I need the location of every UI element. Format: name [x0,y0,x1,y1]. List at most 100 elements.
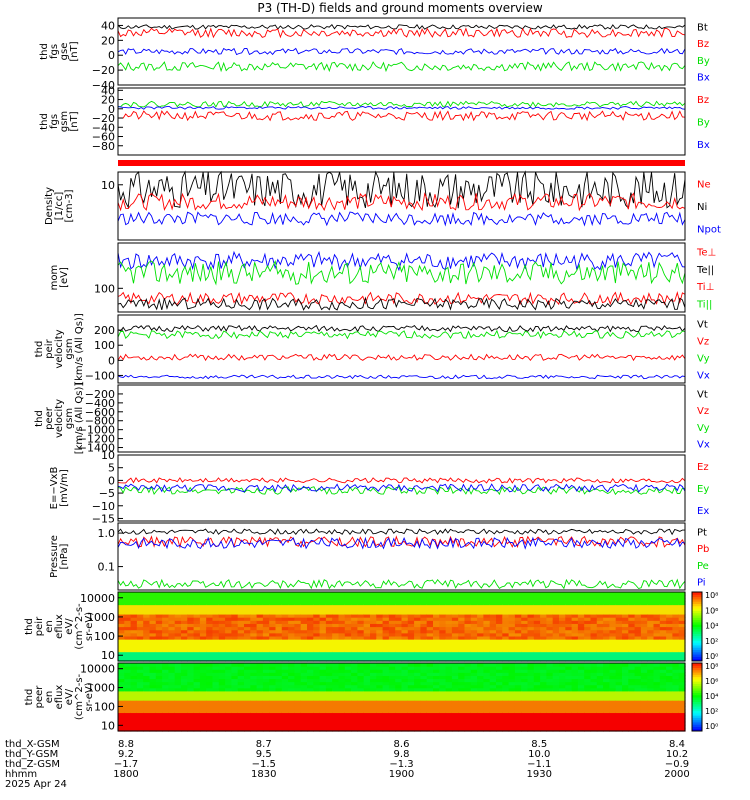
heatmap-cell [388,610,396,615]
heatmap-cell [470,626,478,631]
heatmap-cell [307,727,314,732]
heatmap-cell [458,700,466,704]
heatmap-cell [244,703,251,707]
heatmap-cell [489,598,497,603]
heatmap-cell [187,727,195,732]
heatmap-cell [199,645,207,650]
heatmap-cell [319,601,327,606]
heatmap-cell [363,681,371,686]
heatmap-cell [149,687,157,692]
heatmap-cell [388,635,396,640]
x-tick-label: 8.8 [118,739,134,750]
heatmap-cell [281,623,289,628]
heatmap-cell [250,626,258,631]
heatmap-cell [477,727,484,732]
heatmap-cell [414,598,421,603]
heatmap-cell [118,709,125,714]
heatmap-cell [395,595,403,599]
heatmap-cell [615,663,623,667]
heatmap-cell [357,666,365,670]
heatmap-cell [546,715,554,720]
heatmap-cell [659,635,667,640]
colorbar-cell [692,726,702,730]
heatmap-cell [199,675,207,680]
heatmap-cell [130,607,138,612]
heatmap-cell [313,709,321,714]
heatmap-cell [118,604,125,609]
heatmap-cell [615,675,623,680]
heatmap-cell [426,613,434,618]
heatmap-cell [250,715,258,720]
heatmap-cell [552,672,560,676]
heatmap-cell [307,601,314,606]
heatmap-cell [332,601,340,606]
heatmap-cell [559,651,566,656]
heatmap-cell [596,601,604,606]
heatmap-cell [269,617,277,621]
heatmap-cell [584,718,592,723]
heatmap-cell [540,666,547,670]
heatmap-cell [357,663,365,667]
heatmap-cell [275,715,283,720]
heatmap-cell [136,610,144,615]
heatmap-cell [344,709,352,714]
heatmap-cell [388,598,396,603]
heatmap-cell [162,604,169,609]
heatmap-cell [628,601,636,606]
heatmap-cell [237,721,245,726]
heatmap-cell [225,610,232,615]
heatmap-cell [577,709,585,714]
heatmap-cell [521,703,529,707]
heatmap-cell [218,654,226,659]
heatmap-cell [382,675,390,680]
heatmap-cell [206,601,214,606]
heatmap-cell [496,709,503,714]
y-axis-label: mom [49,265,60,291]
heatmap-cell [307,675,314,680]
heatmap-cell [130,610,138,615]
colorbar-frame [691,662,703,732]
heatmap-cell [659,610,667,615]
heatmap-cell [546,684,554,689]
heatmap-cell [533,684,541,689]
heatmap-cell [678,669,686,673]
heatmap-cell [351,639,358,643]
legend-by: By [697,118,710,129]
heatmap-cell [609,642,617,646]
heatmap-cell [231,651,239,656]
heatmap-cell [357,626,365,631]
heatmap-cell [288,672,295,676]
heatmap-cell [426,706,434,710]
heatmap-cell [540,715,547,720]
heatmap-cell [212,687,220,692]
heatmap-cell [445,669,453,673]
heatmap-cell [244,635,251,640]
heatmap-cell [678,693,686,698]
heatmap-cell [483,623,491,628]
heatmap-cell [666,669,673,673]
heatmap-cell [130,595,138,599]
heatmap-cell [647,629,655,634]
heatmap-cell [256,595,264,599]
heatmap-cell [420,620,428,624]
heatmap-cell [338,697,346,701]
heatmap-cell [659,672,667,676]
heatmap-cell [376,595,384,599]
heatmap-cell [237,629,245,634]
heatmap-cell [603,654,610,659]
heatmap-cell [325,678,333,683]
heatmap-cell [344,697,352,701]
heatmap-cell [477,709,484,714]
colorbar-cell [692,651,702,655]
heatmap-cell [596,678,604,683]
heatmap-cell [174,613,182,618]
chart-title: P3 (TH-D) fields and ground moments over… [257,1,542,15]
heatmap-cell [256,672,264,676]
heatmap-cell [162,715,169,720]
heatmap-cell [678,703,686,707]
heatmap-cell [244,604,251,609]
heatmap-cell [470,690,478,695]
heatmap-cell [174,712,182,717]
heatmap-cell [401,703,409,707]
heatmap-cell [496,632,503,637]
